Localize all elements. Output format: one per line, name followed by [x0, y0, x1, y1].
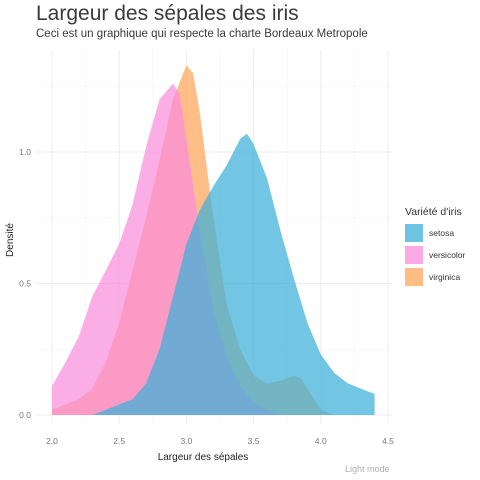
legend-label: setosa — [429, 228, 455, 238]
x-tick-label: 2.0 — [46, 436, 58, 446]
chart-subtitle: Ceci est un graphique qui respecte la ch… — [36, 28, 368, 40]
y-axis-label: Densité — [5, 223, 16, 257]
y-tick-label: 1.0 — [19, 147, 31, 157]
x-tick-label: 3.5 — [248, 436, 260, 446]
density-areas — [52, 65, 375, 415]
legend-item-versicolor: versicolor — [405, 244, 465, 266]
x-tick-label: 3.0 — [180, 436, 192, 446]
x-tick-label: 4.5 — [382, 436, 394, 446]
chart-title: Largeur des sépales des iris — [36, 2, 299, 25]
x-axis-ticks: 2.0 2.5 3.0 3.5 4.0 4.5 — [46, 436, 394, 446]
y-tick-label: 0.0 — [19, 410, 31, 420]
x-axis-label: Largeur des sépales — [158, 452, 249, 463]
density-area-setosa — [92, 133, 375, 415]
chart-caption: Light mode — [345, 464, 390, 474]
legend-key-versicolor — [405, 246, 423, 264]
x-tick-label: 2.5 — [113, 436, 125, 446]
x-tick-label: 4.0 — [315, 436, 327, 446]
legend-label: virginica — [429, 272, 461, 282]
legend-key-virginica — [405, 268, 423, 286]
legend-item-virginica: virginica — [405, 266, 465, 288]
legend-label: versicolor — [429, 250, 466, 260]
y-tick-label: 0.5 — [19, 279, 31, 289]
y-axis-ticks: 0.0 0.5 1.0 — [19, 147, 31, 420]
legend-item-setosa: setosa — [405, 222, 465, 244]
legend: Variété d'iris setosa versicolor virginica — [405, 206, 465, 288]
legend-title: Variété d'iris — [405, 206, 462, 218]
density-area-versicolor — [52, 83, 281, 415]
legend-key-setosa — [405, 224, 423, 242]
